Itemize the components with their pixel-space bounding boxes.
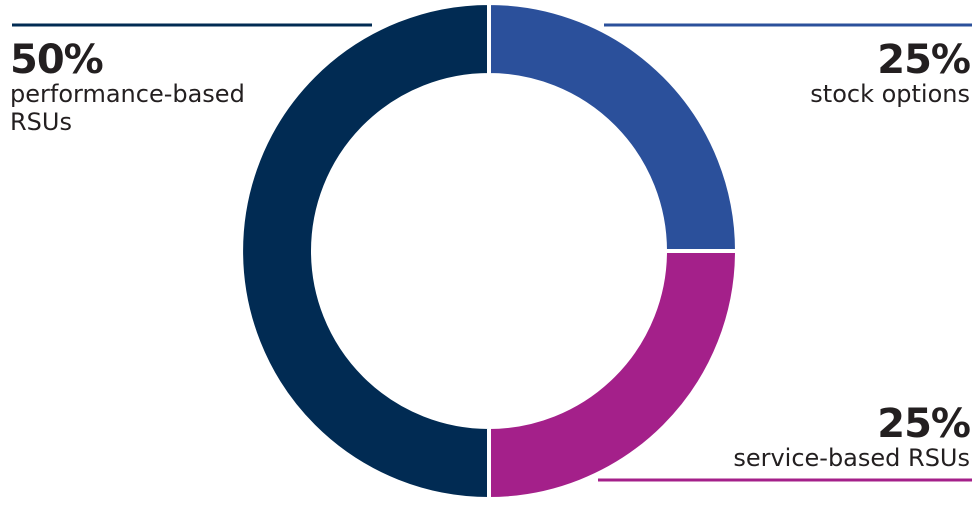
donut-slices bbox=[239, 0, 740, 502]
percent-label: 25% bbox=[877, 401, 971, 447]
percent-label: 25% bbox=[877, 37, 971, 83]
callout-performance-based-rsus: 50% performance-based RSUs bbox=[10, 40, 270, 136]
callout-stock-options: 25% stock options bbox=[730, 37, 971, 108]
category-label: stock options bbox=[810, 80, 970, 108]
leader-lines bbox=[12, 23, 972, 482]
callout-service-based-rsus: 25% service-based RSUs bbox=[670, 401, 971, 472]
category-label: service-based RSUs bbox=[733, 444, 970, 472]
slice-stock-options bbox=[487, 0, 740, 253]
slice-performance-based-rsus bbox=[239, 0, 491, 502]
category-label: performance-based RSUs bbox=[10, 80, 245, 136]
percent-label: 50% bbox=[10, 37, 104, 83]
